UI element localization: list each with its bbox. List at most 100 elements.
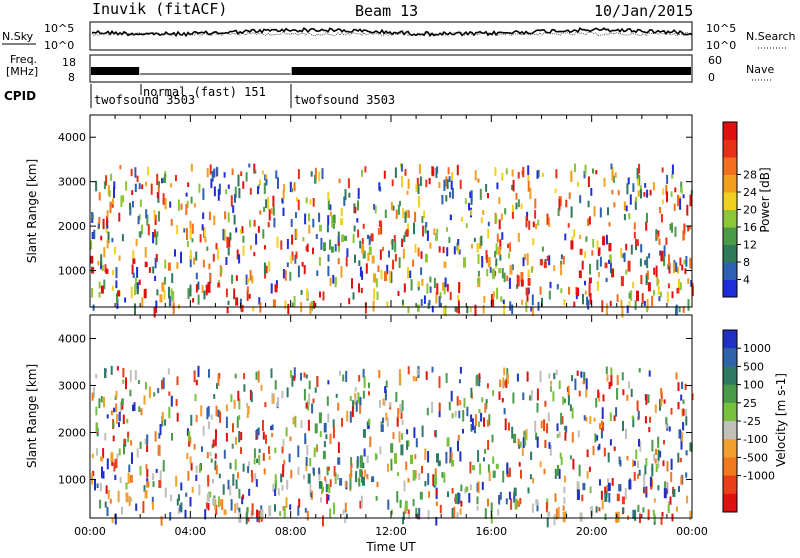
- scatter-cell: [141, 184, 144, 190]
- scatter-cell: [659, 207, 662, 214]
- scatter-cell: [155, 254, 158, 263]
- scatter-cell: [345, 370, 348, 382]
- colorbar-swatch-0: [723, 330, 737, 349]
- scatter-cell: [180, 203, 183, 210]
- scatter-cell: [214, 453, 217, 459]
- scatter-cell: [235, 479, 238, 489]
- scatter-cell: [191, 238, 194, 243]
- scatter-cell: [609, 254, 612, 267]
- colorbar-tick-label-1: 500: [743, 360, 764, 373]
- scatter-cell: [199, 234, 202, 243]
- scatter-cell: [329, 211, 332, 217]
- scatter-cell: [364, 166, 367, 173]
- scatter-cell: [110, 410, 113, 416]
- scatter-cell: [679, 282, 682, 291]
- cpid-label: CPID: [4, 89, 36, 103]
- scatter-cell: [681, 264, 684, 271]
- scatter-cell: [104, 432, 107, 441]
- region-5-cell: [509, 265, 513, 275]
- region-0-cell: [117, 290, 121, 297]
- scatter-cell: [527, 269, 530, 277]
- scatter-cell: [283, 459, 286, 465]
- scatter-cell: [337, 442, 340, 454]
- scatter-cell: [609, 300, 612, 306]
- scatter-cell: [360, 287, 363, 294]
- scatter-cell: [610, 163, 613, 170]
- scatter-cell: [228, 237, 231, 248]
- scatter-cell: [217, 189, 220, 201]
- scatter-cell: [418, 508, 421, 520]
- scatter-cell: [132, 250, 135, 261]
- scatter-cell: [562, 255, 565, 265]
- scatter-cell: [91, 472, 94, 485]
- region-0-cell: [100, 456, 104, 462]
- scatter-cell: [433, 228, 436, 236]
- scatter-cell: [685, 256, 688, 267]
- scatter-cell: [662, 188, 665, 195]
- region-5-cell: [487, 257, 491, 268]
- scatter-cell: [419, 176, 422, 187]
- scatter-cell: [305, 461, 308, 472]
- scatter-cell: [190, 462, 193, 471]
- scatter-cell: [334, 277, 337, 286]
- scatter-cell: [628, 213, 631, 220]
- scatter-cell: [445, 373, 448, 383]
- scatter-cell: [249, 270, 252, 281]
- region-4-cell: [378, 220, 382, 227]
- scatter-cell: [473, 237, 476, 243]
- scatter-cell: [682, 306, 685, 313]
- scatter-cell: [394, 241, 397, 253]
- scatter-cell: [375, 278, 378, 288]
- scatter-cell: [253, 458, 256, 465]
- scatter-cell: [253, 163, 256, 174]
- scatter-cell: [530, 306, 533, 312]
- scatter-cell: [660, 391, 663, 402]
- scatter-cell: [263, 206, 266, 212]
- scatter-cell: [645, 221, 648, 231]
- scatter-cell: [204, 509, 207, 520]
- scatter-cell: [176, 225, 179, 235]
- scatter-cell: [227, 184, 230, 189]
- scatter-cell: [559, 196, 562, 207]
- scatter-cell: [208, 369, 210, 378]
- scatter-cell: [620, 299, 623, 308]
- scatter-cell: [435, 489, 438, 495]
- scatter-cell: [426, 283, 429, 294]
- scatter-cell: [438, 402, 441, 412]
- scatter-cell: [675, 262, 678, 272]
- scatter-cell: [401, 175, 404, 188]
- scatter-cell: [130, 440, 133, 446]
- scatter-cell: [164, 419, 167, 426]
- scatter-cell: [490, 513, 493, 524]
- scatter-cell: [439, 504, 442, 514]
- scatter-cell: [567, 223, 570, 228]
- scatter-cell: [562, 505, 565, 511]
- scatter-cell: [535, 223, 538, 230]
- scatter-cell: [248, 488, 251, 496]
- scatter-cell: [293, 367, 296, 379]
- scatter-cell: [494, 167, 497, 177]
- scatter-cell: [198, 464, 201, 473]
- scatter-cell: [630, 244, 633, 255]
- region-3-cell: [513, 433, 517, 444]
- scatter-cell: [560, 264, 563, 276]
- scatter-cell: [457, 300, 460, 310]
- scatter-cell: [518, 462, 521, 467]
- scatter-cell: [177, 199, 180, 211]
- scatter-cell: [284, 270, 287, 281]
- scatter-cell: [499, 239, 502, 250]
- scatter-cell: [133, 402, 136, 411]
- scatter-cell: [387, 499, 390, 510]
- scatter-cell: [100, 254, 103, 266]
- region-4-cell: [384, 271, 387, 282]
- scatter-cell: [598, 507, 601, 512]
- scatter-cell: [406, 440, 409, 450]
- scatter-cell: [202, 426, 205, 436]
- scatter-cell: [106, 506, 109, 517]
- scatter-cell: [366, 455, 369, 464]
- colorbar-swatch-8: [723, 139, 737, 158]
- scatter-cell: [208, 211, 211, 221]
- scatter-cell: [578, 464, 581, 477]
- scatter-cell: [563, 475, 566, 483]
- scatter-cell: [470, 193, 473, 206]
